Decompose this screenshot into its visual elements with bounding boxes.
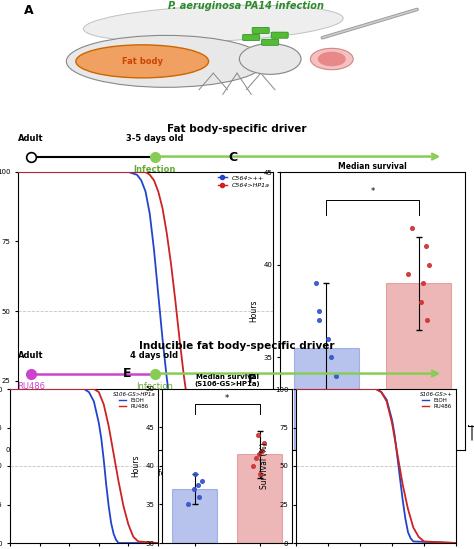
Bar [237, 455, 282, 543]
Point [404, 270, 412, 278]
Point [409, 223, 416, 232]
Point [325, 334, 332, 343]
Point [425, 260, 433, 269]
FancyBboxPatch shape [252, 27, 269, 33]
Point [256, 469, 264, 478]
Title: Median survival: Median survival [338, 162, 407, 171]
Text: E: E [123, 367, 131, 380]
Text: RU486: RU486 [17, 382, 45, 390]
Text: Adult: Adult [18, 351, 44, 360]
Ellipse shape [66, 35, 265, 87]
Legend: C564>++, C564>HP1a: C564>++, C564>HP1a [218, 175, 270, 188]
X-axis label: Hours post infection: Hours post infection [107, 469, 184, 478]
Bar [294, 348, 359, 450]
Text: F: F [248, 373, 256, 386]
Legend: EtOH, RU486: EtOH, RU486 [112, 392, 155, 409]
Circle shape [319, 52, 345, 66]
Point [423, 316, 431, 324]
Point [252, 454, 260, 463]
FancyBboxPatch shape [243, 35, 260, 41]
Circle shape [310, 48, 353, 70]
Point [198, 477, 206, 486]
Point [332, 372, 340, 380]
Legend: EtOH, RU486: EtOH, RU486 [420, 392, 453, 409]
Point [195, 492, 203, 501]
Text: Fat body: Fat body [122, 57, 163, 66]
Point [328, 353, 335, 362]
Y-axis label: Survival (%): Survival (%) [260, 442, 269, 489]
Text: A: A [24, 3, 33, 16]
Text: ***: *** [301, 247, 311, 253]
Point [419, 279, 427, 288]
Point [315, 316, 322, 324]
Y-axis label: Hours: Hours [249, 300, 258, 322]
Text: Adult: Adult [18, 133, 44, 143]
Point [191, 469, 199, 478]
Point [417, 298, 425, 306]
FancyBboxPatch shape [271, 32, 288, 38]
Point [190, 485, 197, 494]
Circle shape [239, 44, 301, 74]
Text: P. aeruginosa PA14 infection: P. aeruginosa PA14 infection [168, 1, 325, 11]
Text: Infection: Infection [136, 382, 173, 390]
Ellipse shape [76, 45, 209, 78]
Point [255, 450, 263, 459]
Point [194, 481, 202, 490]
Bar [386, 283, 451, 450]
Point [315, 306, 322, 315]
Y-axis label: Hours: Hours [131, 455, 140, 477]
Point [258, 446, 266, 455]
Text: C: C [228, 151, 237, 164]
Text: ***: *** [177, 429, 187, 435]
Text: *: * [370, 187, 374, 196]
Bar [172, 489, 217, 543]
Point [254, 431, 262, 440]
Point [319, 390, 327, 399]
Text: 3-5 days old: 3-5 days old [126, 133, 183, 143]
Text: *: * [225, 394, 229, 403]
Text: Infection: Infection [133, 165, 176, 173]
Title: Median survival
(S106-GS>HP1a): Median survival (S106-GS>HP1a) [194, 374, 260, 387]
FancyBboxPatch shape [262, 39, 279, 46]
Point [260, 439, 268, 447]
Text: 4 days old: 4 days old [130, 351, 179, 360]
Point [184, 500, 191, 509]
Point [422, 242, 430, 250]
Text: Fat body-specific driver: Fat body-specific driver [167, 124, 307, 134]
Ellipse shape [83, 5, 343, 42]
Point [313, 279, 320, 288]
Text: Inducible fat body-specific driver: Inducible fat body-specific driver [139, 341, 335, 351]
Point [249, 462, 256, 470]
